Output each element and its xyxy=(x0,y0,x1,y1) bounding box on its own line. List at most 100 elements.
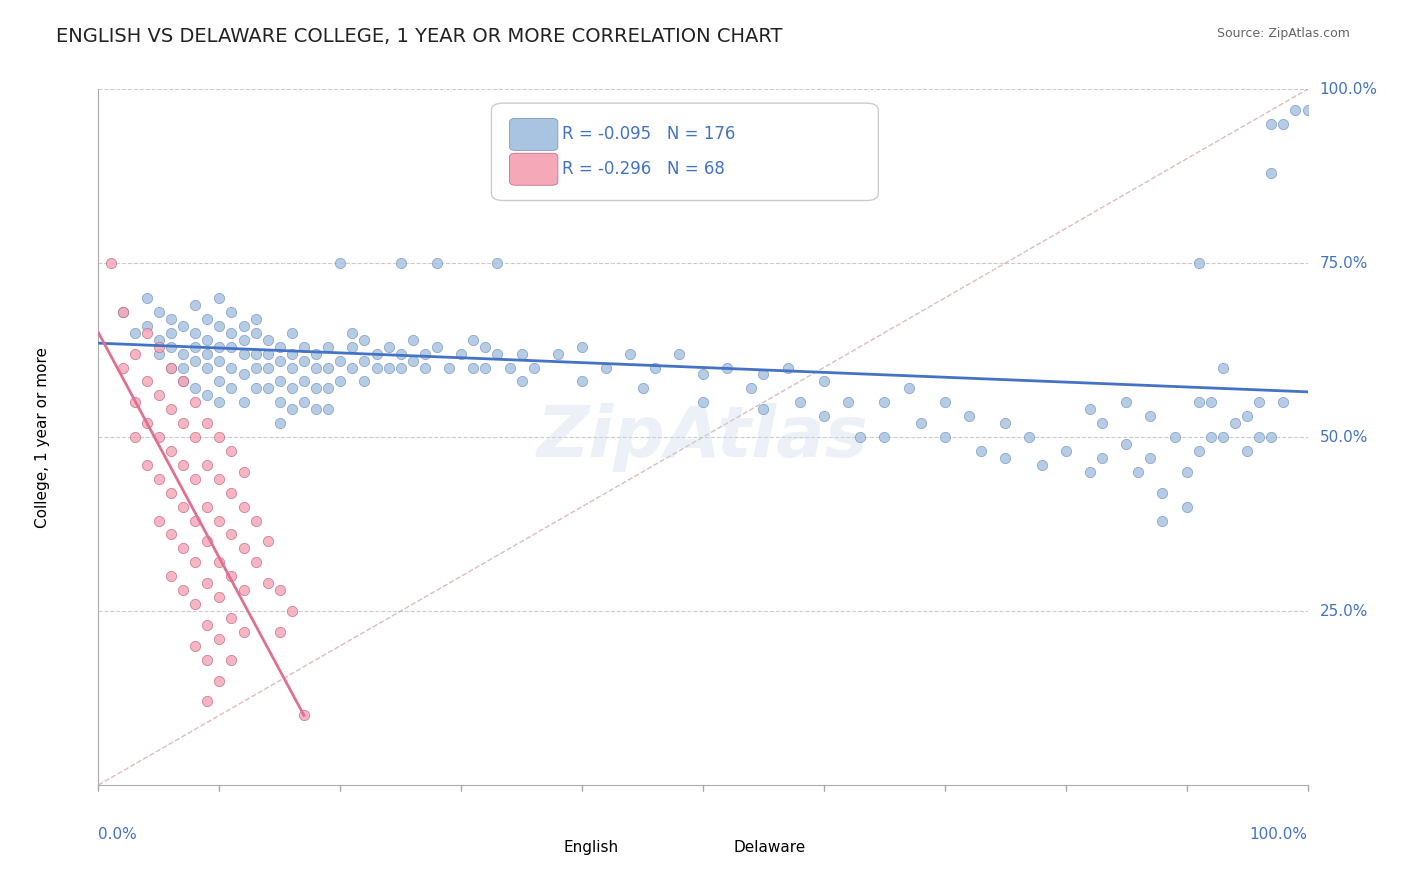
Point xyxy=(184,326,207,340)
Point xyxy=(172,375,194,389)
Point xyxy=(232,318,254,333)
Point xyxy=(281,360,304,375)
Point xyxy=(281,326,304,340)
Point xyxy=(184,353,207,368)
Point xyxy=(135,416,157,430)
Point xyxy=(269,395,291,409)
Point xyxy=(281,346,304,360)
Point xyxy=(1115,395,1137,409)
Point xyxy=(172,500,194,514)
Point xyxy=(1236,409,1258,424)
Point xyxy=(160,360,183,375)
Point xyxy=(184,340,207,354)
Point xyxy=(752,368,775,382)
Point xyxy=(366,360,388,375)
Point xyxy=(160,569,183,583)
Point xyxy=(245,360,267,375)
Point xyxy=(281,604,304,618)
Point xyxy=(232,624,254,639)
Point xyxy=(316,381,339,395)
Point xyxy=(292,353,315,368)
Point xyxy=(160,326,183,340)
Point xyxy=(994,450,1017,465)
Point xyxy=(463,333,485,347)
Point xyxy=(269,353,291,368)
Point xyxy=(221,444,243,458)
Point xyxy=(208,590,231,604)
Point xyxy=(1054,444,1077,458)
Point xyxy=(595,360,617,375)
Point xyxy=(148,305,170,319)
FancyBboxPatch shape xyxy=(690,835,734,859)
Point xyxy=(1272,117,1295,131)
Point xyxy=(1078,465,1101,479)
Point xyxy=(184,381,207,395)
Point xyxy=(208,395,231,409)
Point xyxy=(124,430,146,444)
Point xyxy=(463,360,485,375)
Point xyxy=(221,527,243,541)
Text: ENGLISH VS DELAWARE COLLEGE, 1 YEAR OR MORE CORRELATION CHART: ENGLISH VS DELAWARE COLLEGE, 1 YEAR OR M… xyxy=(56,27,783,45)
Point xyxy=(994,416,1017,430)
Point xyxy=(195,388,218,402)
Point xyxy=(377,360,399,375)
Point xyxy=(281,402,304,417)
Point xyxy=(195,534,218,549)
Point xyxy=(498,360,520,375)
Point xyxy=(692,368,714,382)
Point xyxy=(1223,416,1246,430)
Point xyxy=(1175,500,1198,514)
Point xyxy=(776,360,799,375)
Point xyxy=(172,318,194,333)
Text: 75.0%: 75.0% xyxy=(1320,256,1368,270)
Point xyxy=(148,388,170,402)
Point xyxy=(377,340,399,354)
Point xyxy=(1260,166,1282,180)
Point xyxy=(329,353,352,368)
Point xyxy=(716,360,738,375)
Point xyxy=(195,576,218,591)
Point xyxy=(221,611,243,625)
Point xyxy=(813,375,835,389)
Point xyxy=(135,375,157,389)
Point xyxy=(172,360,194,375)
Point xyxy=(366,346,388,360)
Point xyxy=(389,256,412,270)
Point xyxy=(245,555,267,569)
Point xyxy=(184,514,207,528)
Point xyxy=(873,395,896,409)
Point xyxy=(897,381,920,395)
Point xyxy=(269,375,291,389)
Point xyxy=(160,311,183,326)
Point xyxy=(1249,430,1271,444)
Point xyxy=(232,368,254,382)
Point xyxy=(1163,430,1185,444)
Point xyxy=(148,333,170,347)
Point xyxy=(1091,450,1114,465)
Point xyxy=(208,555,231,569)
Point xyxy=(437,360,460,375)
Point xyxy=(1260,117,1282,131)
Point xyxy=(1031,458,1053,472)
Point xyxy=(510,375,533,389)
Point xyxy=(292,395,315,409)
Point xyxy=(245,311,267,326)
Point xyxy=(389,360,412,375)
Point xyxy=(789,395,811,409)
Point xyxy=(934,430,956,444)
Point xyxy=(426,256,449,270)
Point xyxy=(329,375,352,389)
Point xyxy=(329,256,352,270)
Point xyxy=(305,360,328,375)
Point xyxy=(1018,430,1040,444)
Point xyxy=(269,416,291,430)
Point xyxy=(474,340,496,354)
Point xyxy=(135,291,157,305)
Point xyxy=(342,360,364,375)
Point xyxy=(148,340,170,354)
FancyBboxPatch shape xyxy=(509,119,558,151)
Point xyxy=(316,340,339,354)
Point xyxy=(256,534,278,549)
Point xyxy=(135,458,157,472)
FancyBboxPatch shape xyxy=(492,103,879,201)
